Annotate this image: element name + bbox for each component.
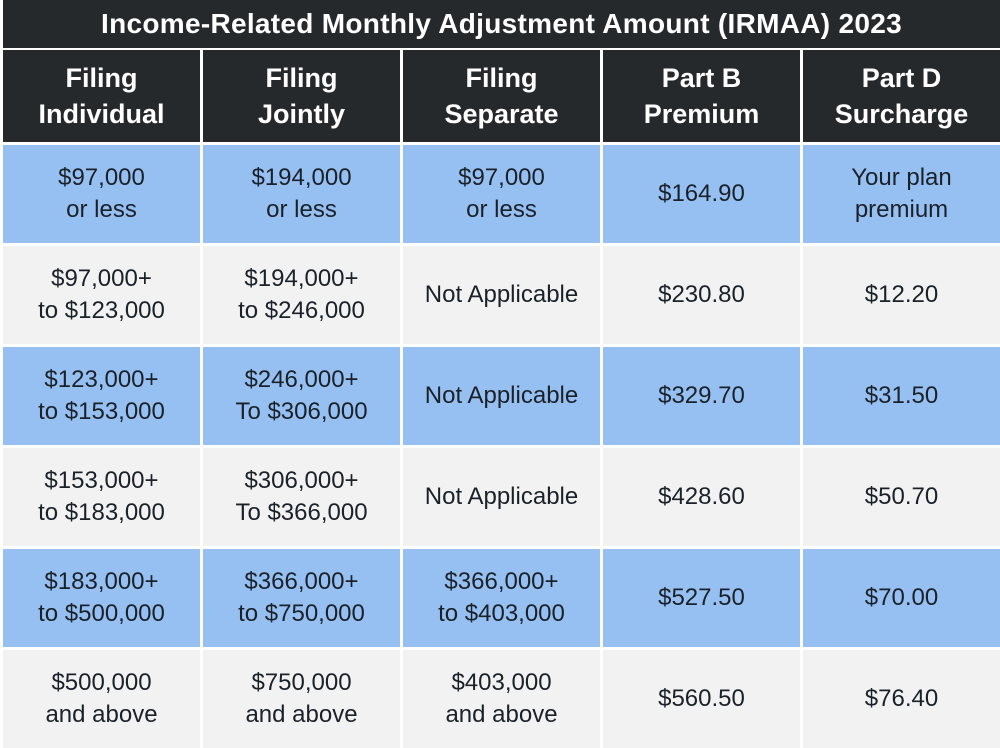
table-cell: Not Applicable: [403, 448, 600, 546]
table-cell: $366,000+ to $750,000: [203, 549, 400, 647]
table-cell: $97,000 or less: [403, 145, 600, 243]
table-cell: $194,000 or less: [203, 145, 400, 243]
table-cell: $306,000+ To $366,000: [203, 448, 400, 546]
table-cell: $70.00: [803, 549, 1000, 647]
table-cell: $123,000+ to $153,000: [3, 347, 200, 445]
table-cell: $153,000+ to $183,000: [3, 448, 200, 546]
table-cell: $183,000+ to $500,000: [3, 549, 200, 647]
table-cell: $230.80: [603, 246, 800, 344]
table-cell: $31.50: [803, 347, 1000, 445]
table-cell: $750,000 and above: [203, 650, 400, 748]
table-cell: $428.60: [603, 448, 800, 546]
table-cell: $50.70: [803, 448, 1000, 546]
table-cell: $12.20: [803, 246, 1000, 344]
header-filing-individual: Filing Individual: [3, 50, 200, 142]
table-cell: $403,000 and above: [403, 650, 600, 748]
page-title: Income-Related Monthly Adjustment Amount…: [3, 0, 1000, 50]
table-cell: $97,000 or less: [3, 145, 200, 243]
header-part-d-surcharge: Part D Surcharge: [803, 50, 1000, 142]
table-grid: Filing Individual Filing Jointly Filing …: [3, 50, 1000, 748]
table-cell: $329.70: [603, 347, 800, 445]
header-part-b-premium: Part B Premium: [603, 50, 800, 142]
table-cell: $97,000+ to $123,000: [3, 246, 200, 344]
table-cell: $76.40: [803, 650, 1000, 748]
header-filing-separate: Filing Separate: [403, 50, 600, 142]
table-cell: $164.90: [603, 145, 800, 243]
table-cell: $560.50: [603, 650, 800, 748]
table-cell: $194,000+ to $246,000: [203, 246, 400, 344]
header-filing-jointly: Filing Jointly: [203, 50, 400, 142]
table-cell: $366,000+ to $403,000: [403, 549, 600, 647]
table-cell: Not Applicable: [403, 347, 600, 445]
table-cell: $527.50: [603, 549, 800, 647]
table-cell: $500,000 and above: [3, 650, 200, 748]
table-cell: Not Applicable: [403, 246, 600, 344]
table-cell: $246,000+ To $306,000: [203, 347, 400, 445]
table-cell: Your plan premium: [803, 145, 1000, 243]
